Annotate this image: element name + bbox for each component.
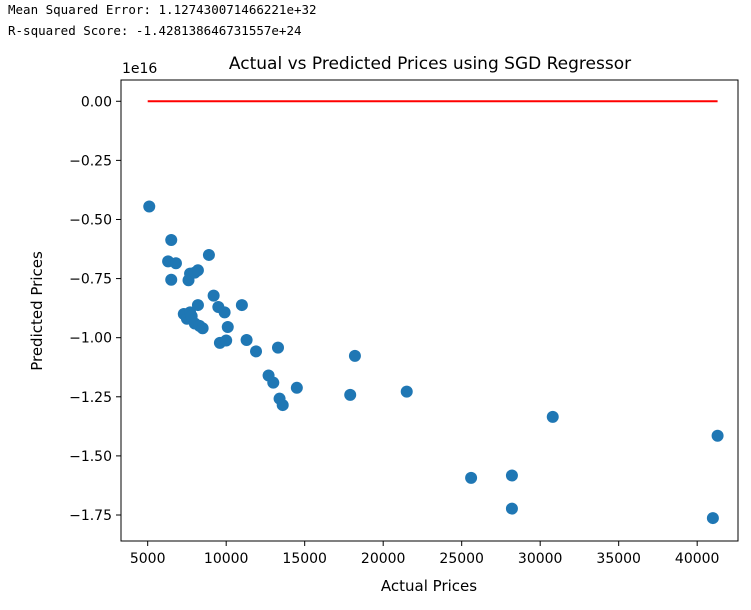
scatter-point — [169, 257, 182, 270]
scatter-point — [290, 381, 303, 394]
x-tick-label: 20000 — [361, 551, 406, 567]
x-tick-label: 30000 — [518, 551, 563, 567]
y-tick-label: −1.00 — [69, 331, 112, 347]
y-tick-label: −1.25 — [69, 390, 112, 406]
x-axis-label: Actual Prices — [381, 577, 477, 595]
scatter-point — [505, 502, 518, 515]
chart-title: Actual vs Predicted Prices using SGD Reg… — [229, 54, 631, 74]
scatter-points-layer — [143, 200, 724, 525]
x-tick-label: 35000 — [596, 551, 641, 567]
scatter-point — [706, 512, 719, 525]
scatter-point — [267, 376, 280, 389]
scatter-point — [240, 334, 253, 347]
scatter-point — [218, 306, 231, 319]
scatter-point — [711, 429, 724, 442]
scatter-point — [202, 248, 215, 261]
r2-output-line: R-squared Score: -1.428138646731557e+24 — [8, 23, 302, 38]
scatter-point — [143, 200, 156, 213]
x-tick-label: 15000 — [282, 551, 327, 567]
scatter-point — [546, 410, 559, 423]
scatter-point — [348, 349, 361, 362]
y-tick-label: −0.50 — [69, 212, 112, 228]
scatter-point — [235, 299, 248, 312]
x-tick-label: 5000 — [130, 551, 166, 567]
scatter-point — [505, 469, 518, 482]
y-tick-label: −0.25 — [69, 153, 112, 169]
scatter-point — [196, 322, 209, 335]
scatter-point — [344, 388, 357, 401]
y-axis-label: Predicted Prices — [28, 251, 46, 371]
y-axis-offset-label: 1e16 — [122, 61, 157, 77]
y-tick-label: −0.75 — [69, 272, 112, 288]
scatter-point — [191, 264, 204, 277]
scatter-point — [465, 471, 478, 484]
scatter-point — [276, 399, 289, 412]
scatter-point — [220, 334, 233, 347]
mse-output-line: Mean Squared Error: 1.127430071466221e+3… — [8, 2, 317, 17]
scatter-point — [400, 385, 413, 398]
scatter-point — [165, 273, 178, 286]
x-tick-label: 25000 — [439, 551, 484, 567]
y-tick-label: 0.00 — [81, 94, 112, 110]
scatter-point — [207, 289, 220, 302]
scatter-point — [221, 321, 234, 334]
plot-area-frame — [120, 79, 739, 542]
x-tick-label: 40000 — [675, 551, 720, 567]
axis-ticks: 5000 10000 15000 20000 25000 30000 35000 40000 0… — [69, 94, 719, 567]
y-tick-label: −1.50 — [69, 449, 112, 465]
x-tick-label: 10000 — [204, 551, 249, 567]
scatter-point — [250, 345, 263, 358]
scatter-point — [191, 299, 204, 312]
scatter-point — [165, 234, 178, 247]
y-tick-label: −1.75 — [69, 508, 112, 524]
scatter-point — [271, 341, 284, 354]
